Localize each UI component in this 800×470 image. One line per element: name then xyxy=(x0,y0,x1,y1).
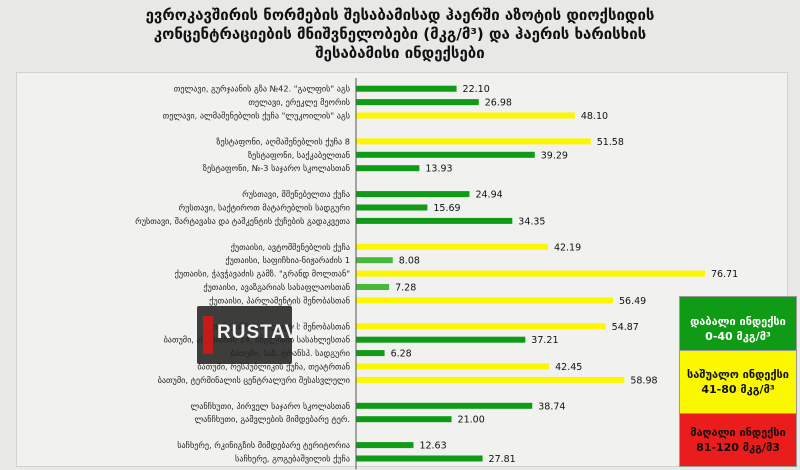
category-label: საჩხერე, რკინიგზის მიმდებარე ტერიტორია xyxy=(177,440,350,450)
watermark-text: RUSTAVI xyxy=(217,322,305,343)
bar xyxy=(356,297,614,304)
data-label: 12.63 xyxy=(419,441,446,452)
rustavi-logo-icon xyxy=(203,316,213,354)
chart-title: ევროკავშირის ნორმების შესაბამისად ჰაერში… xyxy=(0,6,800,63)
data-label: 22.10 xyxy=(463,84,490,95)
data-label: 24.94 xyxy=(475,190,502,201)
category-label: საჩხერე, გოგებაშვილის ქუჩა xyxy=(235,454,350,464)
category-label: ლანჩხუთი, პირველ საჯარო სკოლასთან xyxy=(191,401,350,411)
bar xyxy=(356,138,591,145)
data-label: 54.87 xyxy=(612,322,639,333)
title-line-3: შესაბამისი ინდექსები xyxy=(315,44,485,62)
data-label: 38.74 xyxy=(538,401,565,412)
category-label: ბათუმი, რესპუბლიკის ქუჩა, თეატრთან xyxy=(197,362,350,372)
data-label: 21.00 xyxy=(458,415,485,426)
category-label: ქუთაისი, ავაზგარიას სასაფლაოსთან xyxy=(203,282,350,292)
category-label: თელავი, ალმაშენებლის ქუჩა "ლუკოილის" აგს xyxy=(163,111,350,121)
category-label: რუსთავი, მშენებელთა ქუჩა xyxy=(242,189,350,199)
data-label: 8.08 xyxy=(399,256,420,267)
category-label: ზესტაფონი, აღმაშენებლის ქუჩა 8 xyxy=(216,136,350,146)
category-label: თელავი, გურჯაანის გზა №42. "გალფის" აგს xyxy=(174,84,350,94)
data-label: 51.58 xyxy=(597,137,624,148)
bar xyxy=(356,99,479,106)
legend-mid-index: საშუალო ინდექსი 41-80 მკგ/მ³ xyxy=(679,350,797,414)
bar xyxy=(356,270,706,277)
chart-panel xyxy=(16,72,788,467)
category-label: რუსთავი, საქტიროთ მატარებლის სადგური xyxy=(179,203,350,213)
legend-low-index: დაბალი ინდექსი 0-40 მკგ/მ³ xyxy=(679,296,797,362)
title-line-1: ევროკავშირის ნორმების შესაბამისად ჰაერში… xyxy=(145,6,655,24)
bar xyxy=(356,217,513,224)
bar xyxy=(356,442,414,449)
data-label: 7.28 xyxy=(395,283,416,294)
bar xyxy=(356,376,625,383)
bar xyxy=(356,85,457,92)
category-label: ქუთაისი, ავტომშენებლის ქუჩა xyxy=(231,242,350,252)
bar xyxy=(356,243,548,250)
bar xyxy=(356,416,452,423)
title-line-2: კონცენტრაციების მნიშვნელობები (მკგ/მ³) დ… xyxy=(153,25,647,43)
data-label: 34.35 xyxy=(518,216,545,227)
bar xyxy=(356,402,533,409)
legend-low-label: დაბალი ინდექსი xyxy=(690,315,786,328)
bar xyxy=(356,112,575,119)
bar xyxy=(356,350,385,357)
data-label: 6.28 xyxy=(391,349,412,360)
category-label: ქუთაისი, საფიჩხია-ნიჟარაძის 1 xyxy=(225,255,350,265)
legend-mid-range: 41-80 მკგ/მ³ xyxy=(701,383,775,396)
data-label: 26.98 xyxy=(485,98,512,109)
data-label: 58.98 xyxy=(630,375,657,386)
data-label: 42.45 xyxy=(555,362,582,373)
category-label: ზესტაფონი, №-3 საჯარო სკოლასთან xyxy=(203,163,350,173)
data-label: 37.21 xyxy=(531,335,558,346)
category-label: ზესტაფონი, საქკაბელთან xyxy=(248,150,350,160)
legend-high-index: მაღალი ინდექსი 81-120 მკგ/მ3 xyxy=(679,413,797,467)
legend-high-label: მაღალი ინდექსი xyxy=(690,426,786,439)
category-label: რუსთავი, შარტავასა და ტაშკენტის ქუჩების … xyxy=(135,216,350,226)
bar xyxy=(356,151,535,158)
data-label: 48.10 xyxy=(581,111,608,122)
legend-mid-label: საშუალო ინდექსი xyxy=(687,368,789,381)
data-label: 42.19 xyxy=(554,242,581,253)
bar xyxy=(356,165,420,172)
bar xyxy=(356,191,470,198)
bar xyxy=(356,257,393,264)
data-label: 27.81 xyxy=(489,454,516,465)
category-label: ბათუმი, ტერმინალის ცენტრალური შესასვლელი xyxy=(158,375,350,385)
data-label: 76.71 xyxy=(711,269,738,280)
data-label: 39.29 xyxy=(541,150,568,161)
bar xyxy=(356,336,526,343)
bar xyxy=(356,204,428,211)
data-label: 56.49 xyxy=(619,296,646,307)
data-label: 15.69 xyxy=(433,203,460,214)
legend-high-range: 81-120 მკგ/მ3 xyxy=(696,441,780,454)
rustavi-watermark: RUSTAVI xyxy=(197,306,304,364)
bar xyxy=(356,323,606,330)
category-label: ლანჩხუთი, გამვლების მიმდებარე ტერ. xyxy=(194,414,350,424)
category-label: ქუთაისი, პარლამენტის შენობასთან xyxy=(209,295,350,305)
category-label: ქუთაისი, ჭავჭავაძის გამზ. "გრანდ მოლთან" xyxy=(175,269,350,279)
bar xyxy=(356,363,550,370)
bar xyxy=(356,455,483,462)
legend-low-range: 0-40 მკგ/მ³ xyxy=(705,330,771,343)
data-label: 13.93 xyxy=(425,164,452,175)
category-label: თელავი, ერეკლე მეორის xyxy=(248,97,350,107)
bar xyxy=(356,284,390,290)
